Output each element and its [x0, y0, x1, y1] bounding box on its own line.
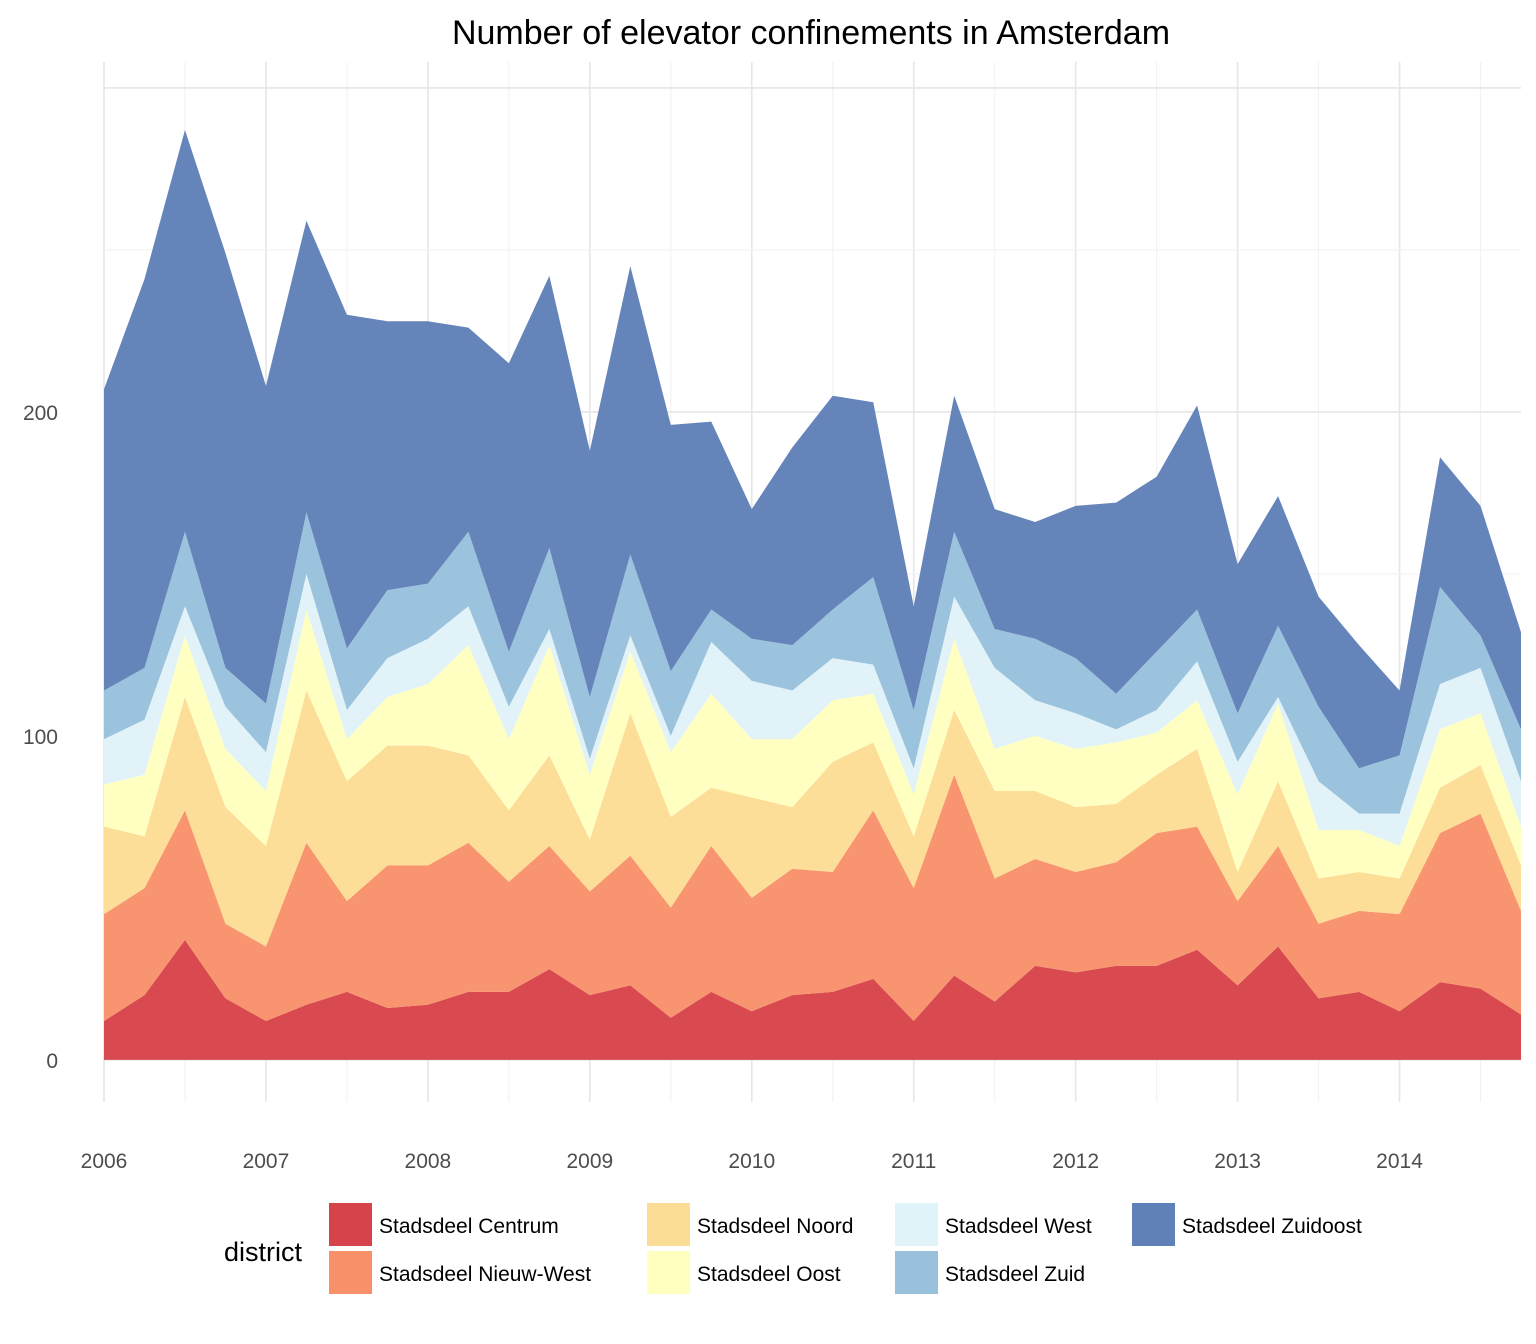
x-tick-label: 2009 [566, 1150, 613, 1173]
x-tick-label: 2008 [405, 1150, 452, 1173]
legend-swatch-stadsdeel-nieuw-west [329, 1251, 372, 1294]
legend: district Stadsdeel Centrum Stadsdeel Nieu… [224, 1203, 1362, 1294]
legend-swatch-stadsdeel-zuid [895, 1251, 938, 1294]
legend-swatch-stadsdeel-west [895, 1203, 938, 1246]
legend-label-stadsdeel-zuid: Stadsdeel Zuid [945, 1263, 1085, 1286]
stacked-areas [104, 130, 1521, 1060]
legend-label-stadsdeel-oost: Stadsdeel Oost [697, 1263, 841, 1286]
legend-swatch-stadsdeel-zuidoost [1132, 1203, 1175, 1246]
area-stadsdeel-zuidoost [104, 130, 1521, 769]
legend-title: district [224, 1237, 303, 1267]
legend-label-stadsdeel-nieuw-west: Stadsdeel Nieuw-West [379, 1263, 591, 1286]
chart-title: Number of elevator confinements in Amste… [452, 14, 1170, 52]
y-tick-label: 100 [23, 726, 58, 749]
legend-label-stadsdeel-zuidoost: Stadsdeel Zuidoost [1182, 1215, 1362, 1238]
legend-swatch-stadsdeel-noord [647, 1203, 690, 1246]
x-tick-label: 2010 [728, 1150, 775, 1173]
x-tick-label: 2013 [1214, 1150, 1261, 1173]
legend-swatch-stadsdeel-centrum [329, 1203, 372, 1246]
area-stadsdeel-west [104, 573, 1521, 847]
area-stadsdeel-zuid [104, 512, 1521, 814]
x-tick-label: 2012 [1052, 1150, 1099, 1173]
y-tick-label: 0 [46, 1050, 58, 1073]
y-tick-label: 200 [23, 402, 58, 425]
area-stadsdeel-oost [104, 609, 1521, 879]
x-tick-label: 2006 [81, 1150, 128, 1173]
legend-label-stadsdeel-noord: Stadsdeel Noord [697, 1215, 853, 1238]
legend-label-stadsdeel-west: Stadsdeel West [945, 1215, 1092, 1238]
x-tick-label: 2011 [891, 1150, 936, 1173]
area-stadsdeel-nieuw-west [104, 774, 1521, 1021]
x-tick-label: 2014 [1376, 1150, 1423, 1173]
legend-swatch-stadsdeel-oost [647, 1251, 690, 1294]
area-stadsdeel-centrum [104, 940, 1521, 1060]
x-tick-label: 2007 [243, 1150, 290, 1173]
y-axis-ticks: 0 100 200 [23, 402, 58, 1073]
area-stadsdeel-noord [104, 690, 1521, 947]
x-axis-ticks: 2006 2007 2008 2009 2010 2011 2012 2013 2014 [81, 1150, 1424, 1173]
legend-label-stadsdeel-centrum: Stadsdeel Centrum [379, 1215, 559, 1238]
